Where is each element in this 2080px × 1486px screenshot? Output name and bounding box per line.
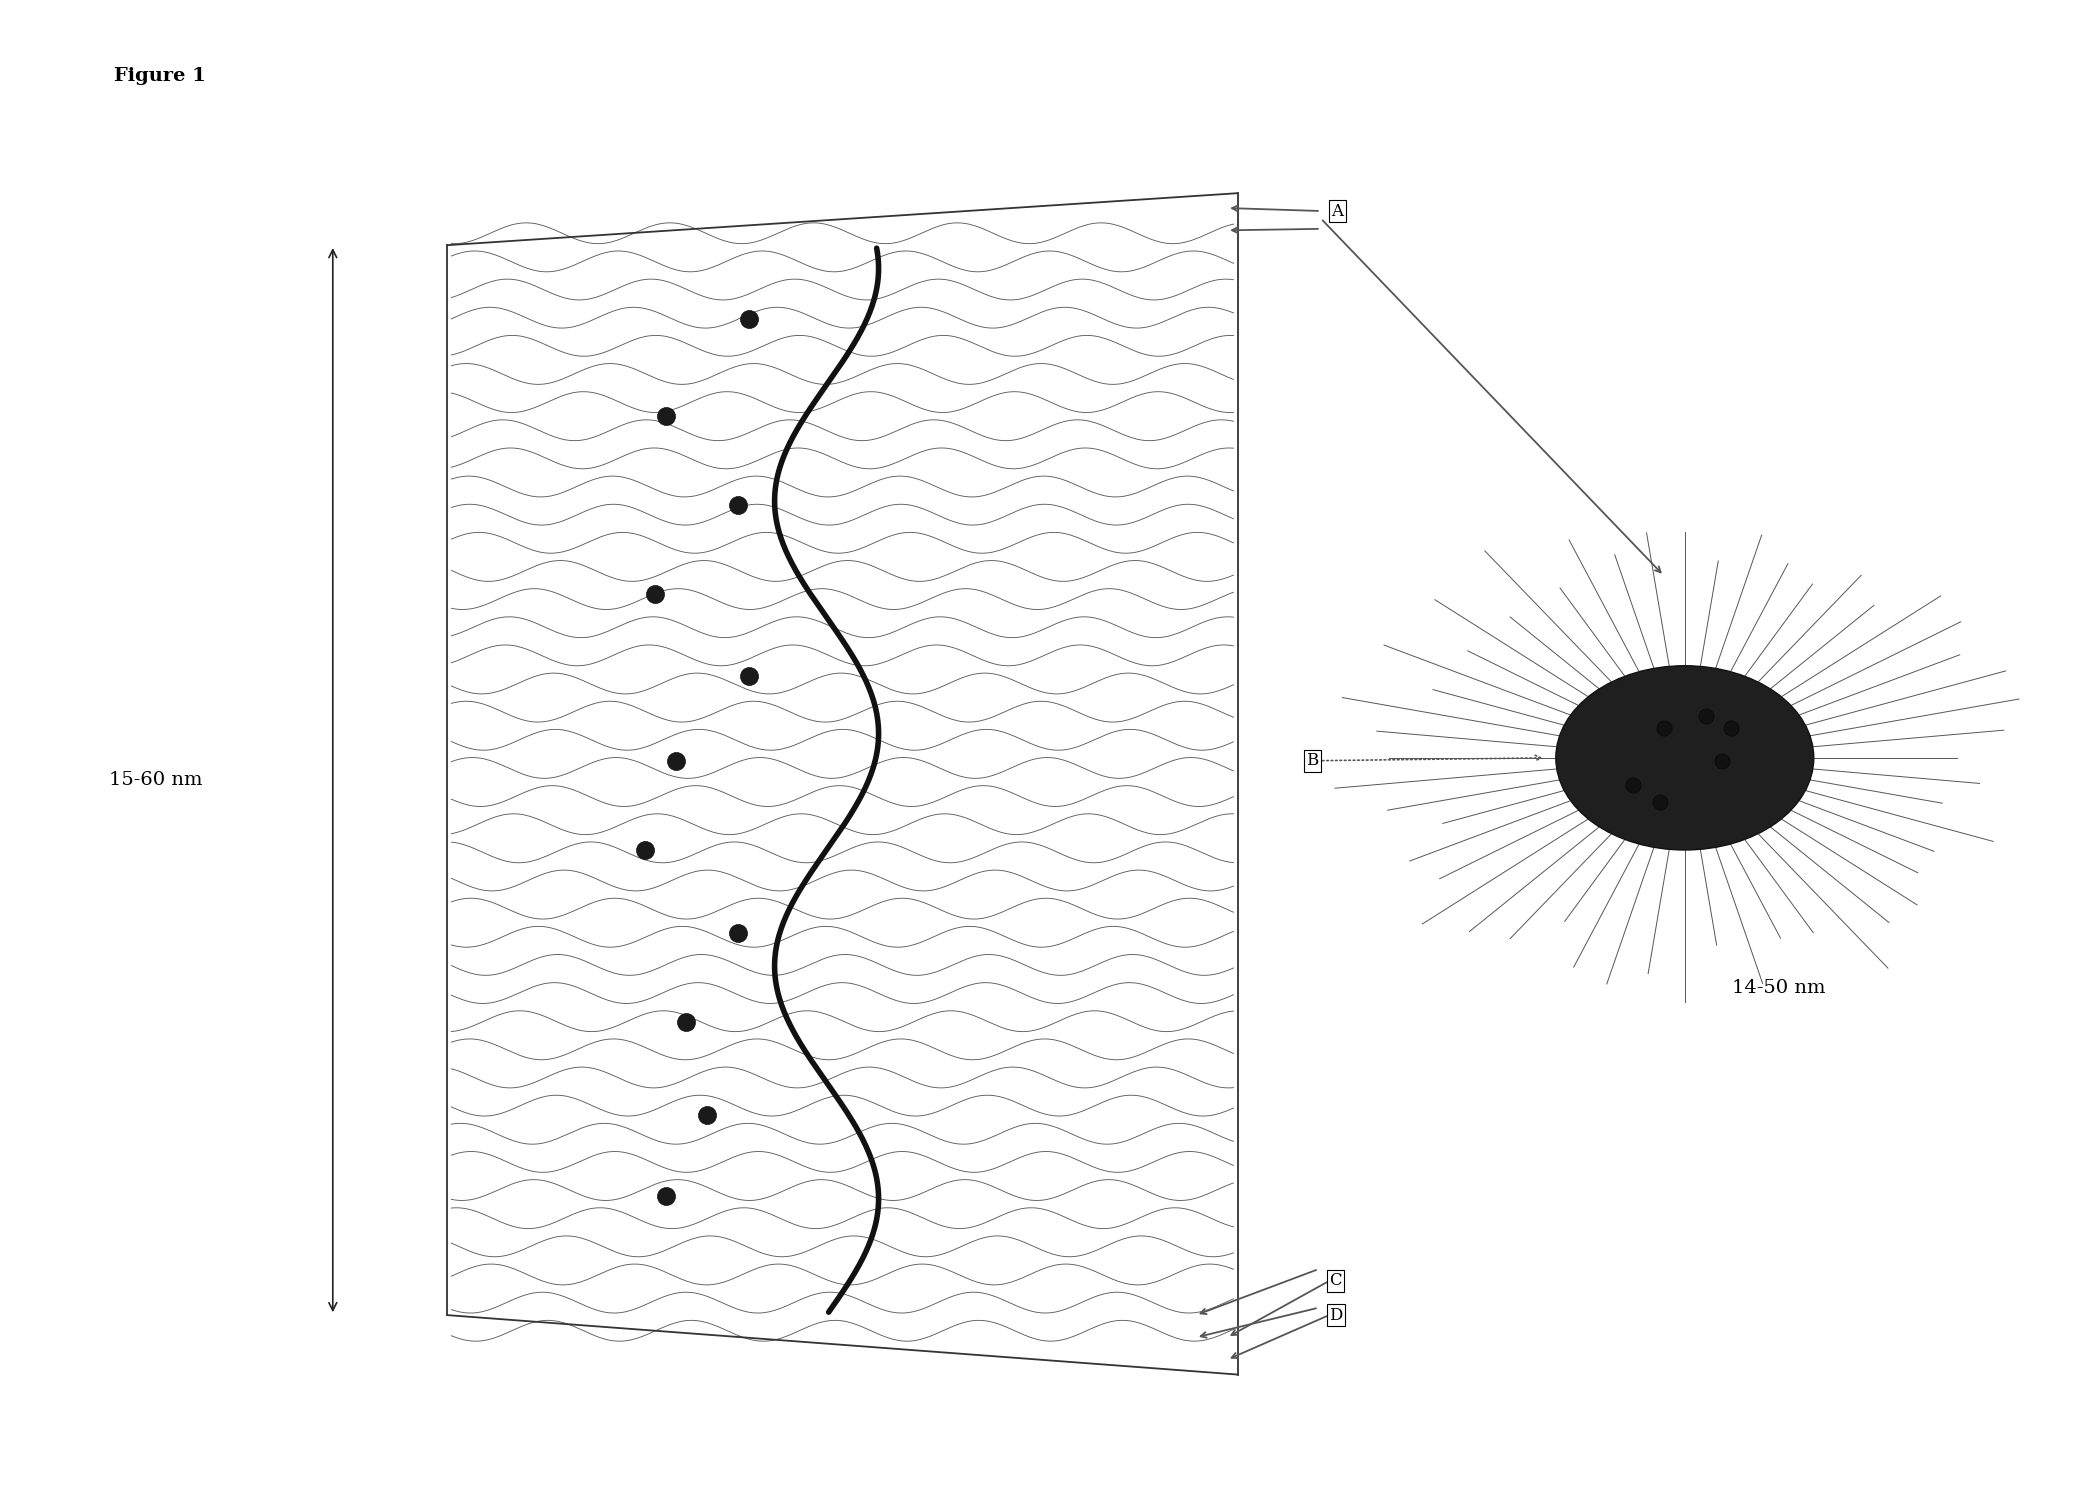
Point: [732, 308, 765, 331]
Text: D: D: [1329, 1306, 1342, 1324]
Text: A: A: [1331, 202, 1344, 220]
Point: [1706, 749, 1739, 773]
Point: [659, 749, 693, 773]
Text: Figure 1: Figure 1: [114, 67, 206, 85]
Point: [1689, 704, 1722, 728]
Text: 14-50 nm: 14-50 nm: [1733, 979, 1824, 997]
Point: [1714, 716, 1747, 740]
Point: [691, 1103, 724, 1126]
Point: [722, 921, 755, 945]
Text: C: C: [1329, 1272, 1342, 1290]
Point: [649, 404, 682, 428]
Point: [722, 493, 755, 517]
Point: [1616, 773, 1649, 796]
Point: [732, 664, 765, 688]
Point: [649, 1184, 682, 1208]
Text: B: B: [1306, 752, 1319, 770]
Point: [628, 838, 661, 862]
Circle shape: [1556, 666, 1814, 850]
Point: [1643, 791, 1676, 814]
Point: [670, 1010, 703, 1034]
Point: [639, 583, 672, 606]
Point: [1647, 716, 1681, 740]
Text: 15-60 nm: 15-60 nm: [110, 771, 202, 789]
